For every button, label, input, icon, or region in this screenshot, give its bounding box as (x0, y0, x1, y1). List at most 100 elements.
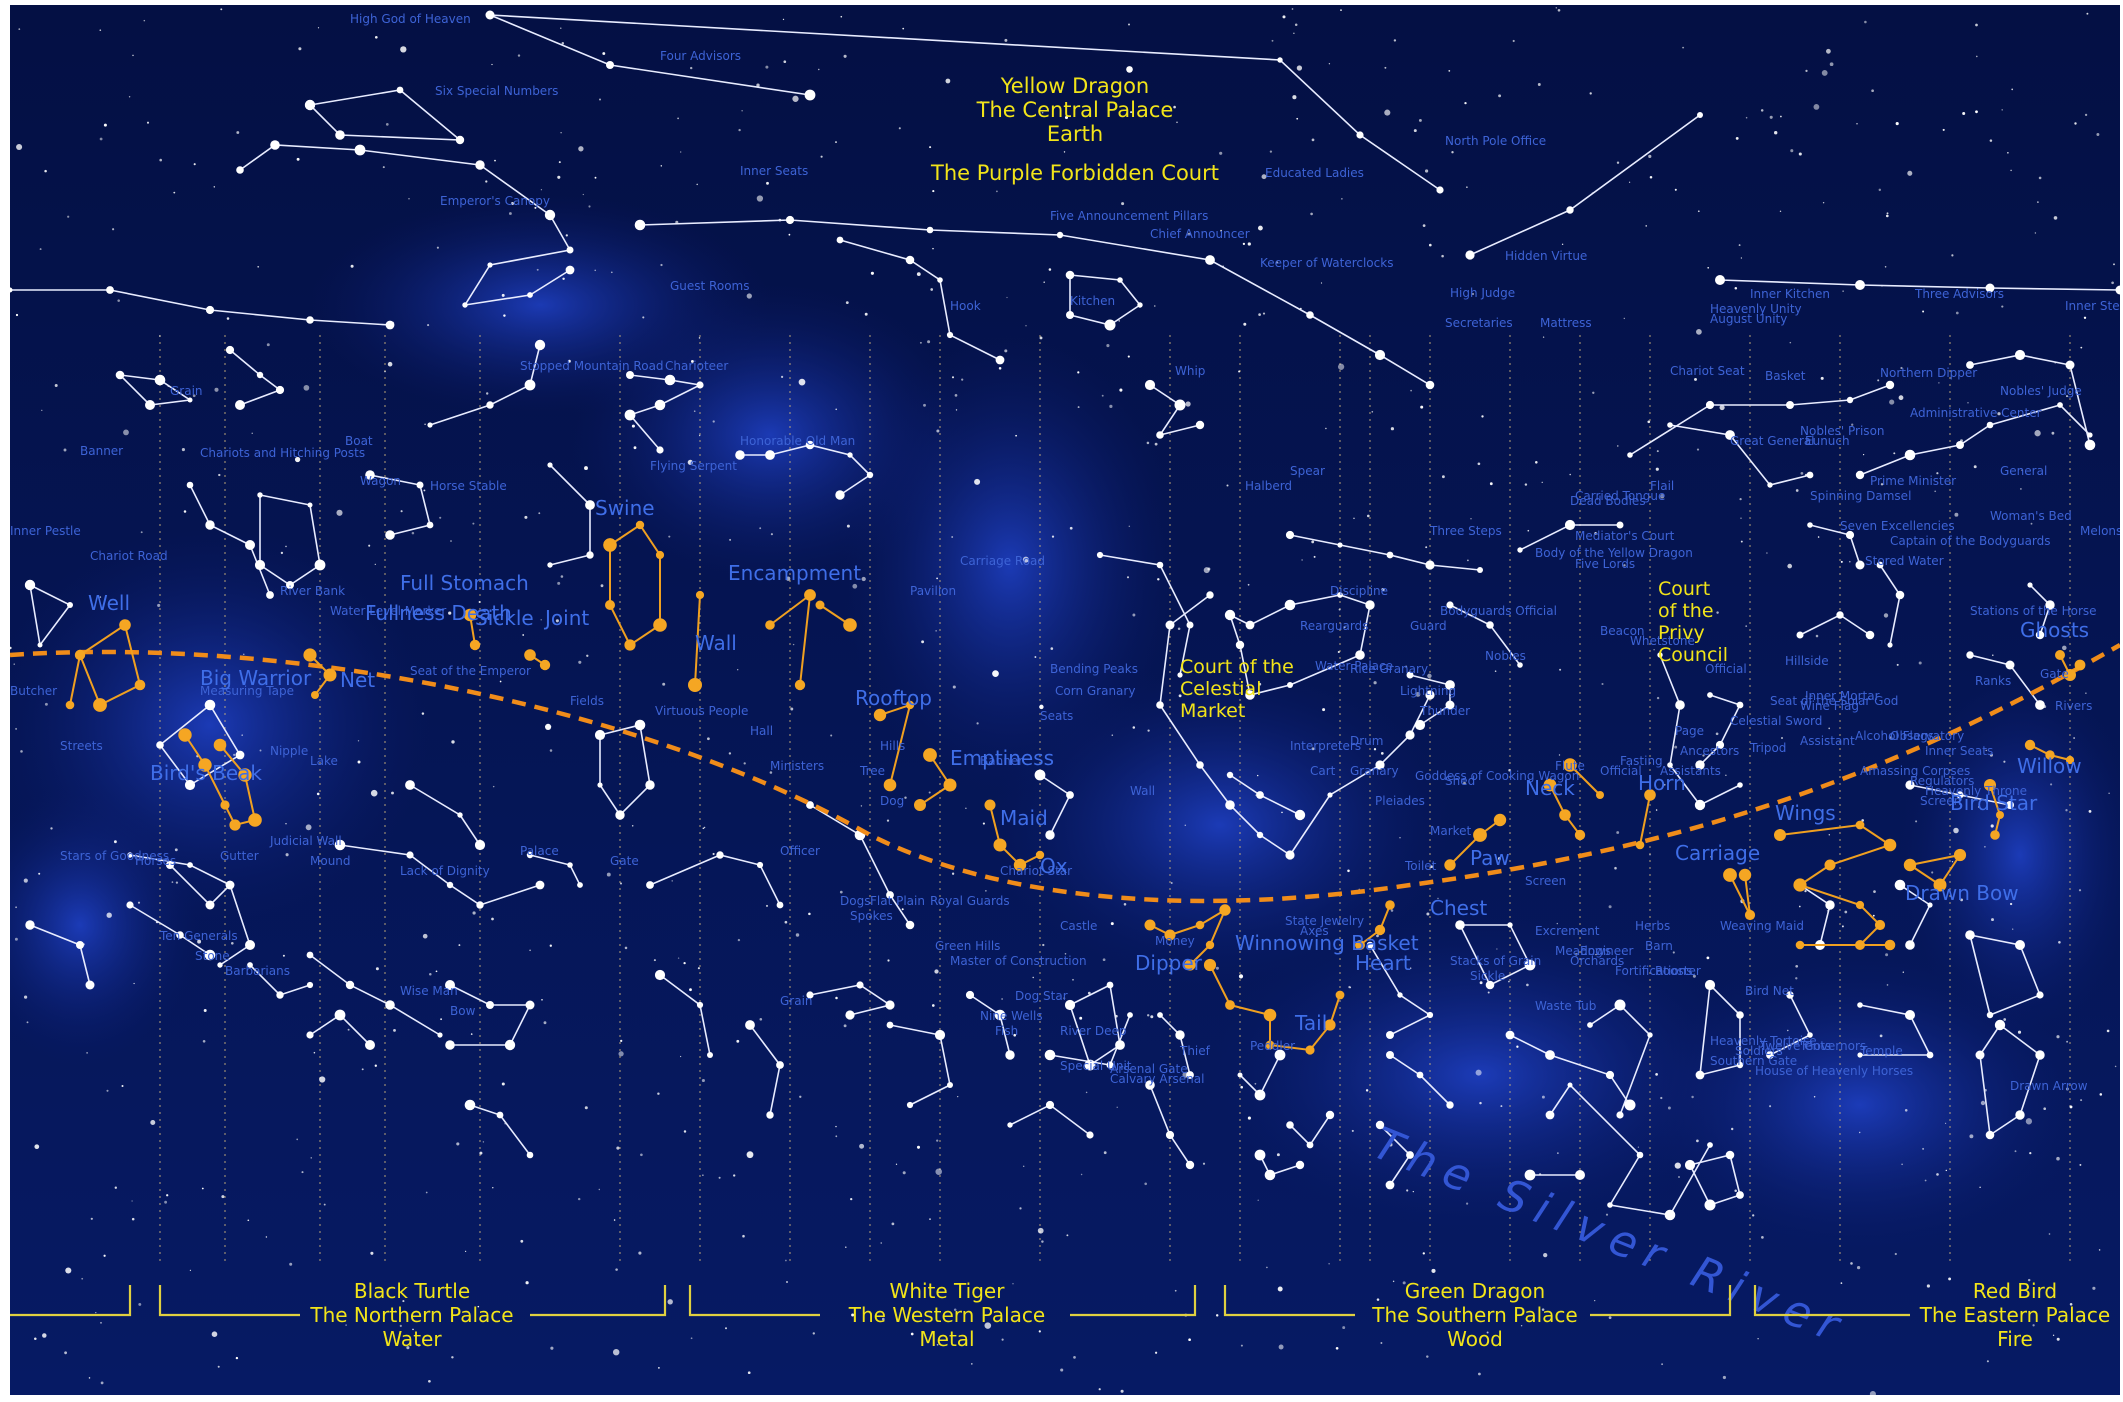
star-label: Bow (450, 1004, 476, 1018)
star-label: Stone (195, 949, 230, 963)
star-label: Special Unit (1060, 1059, 1132, 1073)
star-label: Banner (80, 444, 123, 458)
star-label: Nobles' Judge (2000, 384, 2082, 398)
star-label: Nipple (270, 744, 308, 758)
star-label: Rivers (2055, 699, 2092, 713)
star-label: Prime Minister (1870, 474, 1956, 488)
palace-green-dragon: Green Dragon The Southern Palace Wood (1371, 1279, 1577, 1351)
star-label: Pavilion (910, 584, 956, 598)
star-label: Nobles' Prison (1800, 424, 1885, 438)
star-label: Wise Man (400, 984, 458, 998)
star-label: Seat of the Solar God (1770, 694, 1898, 708)
ecliptic-line (10, 643, 2120, 904)
star-label: State Jewelry (1285, 914, 1364, 928)
star-label: Barn (1645, 939, 1673, 953)
star-label: Screen (1525, 874, 1566, 888)
mansion-label: Chest (1430, 896, 1487, 920)
star-label: Spokes (850, 909, 893, 923)
star-label: Butcher (10, 684, 57, 698)
star-label: Master of Construction (950, 954, 1087, 968)
star-label: Bodyguards Official (1440, 604, 1557, 618)
star-label: Heavenly Throne (1925, 784, 2027, 798)
star-label: Five Lords (1575, 557, 1635, 571)
central-palace: Yellow Dragon The Central Palace Earth T… (930, 74, 1219, 185)
mansion-label: Well (88, 591, 130, 615)
star-label: Kitchen (1070, 294, 1115, 308)
mansion-label: Big Warrior (200, 666, 312, 690)
star-label: Inner Seats (740, 164, 808, 178)
star-label: River Deep (1060, 1024, 1127, 1038)
star-label: Honorable Old Man (740, 434, 855, 448)
star-label: Stations of the Horse (1970, 604, 2097, 618)
mansion-label: Net (340, 668, 375, 692)
star-label: Charioteer (665, 359, 728, 373)
purple-forbidden-court: The Purple Forbidden Court (930, 161, 1219, 185)
palace-direction: The Northern Palace (309, 1303, 513, 1327)
star-label: Stored Water (1865, 554, 1944, 568)
palace-element: Fire (1997, 1327, 2033, 1351)
star-label: Goddess of Cooking Wagon (1415, 769, 1579, 783)
star-label: Observatory (1890, 729, 1964, 743)
star-label: Three Advisors (1914, 287, 2004, 301)
mansion-label: Joint (543, 606, 589, 630)
mansion-label: Ox (1040, 854, 1068, 878)
mansion-label: Winnowing Basket (1235, 931, 1419, 955)
asterism-stars (10, 10, 2120, 1221)
star-label: Inner Mortar (1805, 689, 1880, 703)
star-label: Heavenly Unity (1710, 302, 1802, 316)
star-label: Regulators (1910, 774, 1974, 788)
star-label: High God of Heaven (350, 12, 471, 26)
star-label: Page (1675, 724, 1704, 738)
star-label: Northern Dipper (1880, 366, 1977, 380)
star-label: Fish (995, 1024, 1018, 1038)
star-label: Flying Serpent (650, 459, 737, 473)
mansion-label: Emptiness (950, 746, 1054, 770)
star-label: Fortifications (1615, 964, 1693, 978)
star-label: Guest Rooms (670, 279, 749, 293)
star-label: Twelve Governors (1759, 1039, 1866, 1053)
mansion-label: Bird's Beak (150, 761, 262, 785)
star-label: Six Special Numbers (435, 84, 558, 98)
star-label: Captain of the Bodyguards (1890, 534, 2051, 548)
mansion-label: Full Stomach (400, 571, 529, 595)
star-label: Chief Announcer (1150, 227, 1250, 241)
mansion-label: Swine (595, 496, 655, 520)
star-label: Chariot Road (90, 549, 168, 563)
star-label: Gate (610, 854, 639, 868)
mansion-label: Heart (1355, 951, 1411, 975)
star-label: Woman's Bed (1990, 509, 2072, 523)
star-label: Official (1600, 764, 1642, 778)
star-label: Bird Net (1745, 984, 1794, 998)
star-label: Hills (880, 739, 905, 753)
star-label: Meadows (1555, 944, 1611, 958)
star-label: Herbs (1635, 919, 1670, 933)
star-label: Rooster (1655, 964, 1701, 978)
star-label: Hidden Virtue (1505, 249, 1587, 263)
mansion-label: Rooftop (855, 686, 932, 710)
star-label: Great General (1730, 434, 1815, 448)
mansion-label: Tail (1294, 1011, 1327, 1035)
star-label: Whetstone (1630, 634, 1695, 648)
palace-direction: The Southern Palace (1371, 1303, 1577, 1327)
star-label: Body of the Yellow Dragon (1535, 546, 1693, 560)
star-label: Amassing Corpses (1860, 764, 1970, 778)
star-label: Lack of Dignity (400, 864, 490, 878)
star-label: Soldiers (1735, 1044, 1783, 1058)
star-label: Water Palace (1315, 659, 1393, 673)
star-label: Seat of the Emperor (410, 664, 531, 678)
star-label: Banner (980, 754, 1023, 768)
star-label: Seven Excellencies (1840, 519, 1955, 533)
star-label: Fasting (1620, 754, 1663, 768)
star-label: Streets (60, 739, 103, 753)
palace-brackets (10, 1285, 1910, 1317)
palace-direction: The Western Palace (848, 1303, 1045, 1327)
star-label: Stacks of Grain (1450, 954, 1541, 968)
star-label: Wine Flag (1800, 699, 1859, 713)
star-label: Waste Tub (1535, 999, 1596, 1013)
star-label: Rearguards (1300, 619, 1368, 633)
star-label: Cart (1310, 764, 1336, 778)
star-label: Flail (1650, 479, 1674, 493)
star-label: Grain (170, 384, 203, 398)
star-label: Hook (950, 299, 981, 313)
palace-white-tiger: White Tiger The Western Palace Metal (848, 1279, 1045, 1351)
